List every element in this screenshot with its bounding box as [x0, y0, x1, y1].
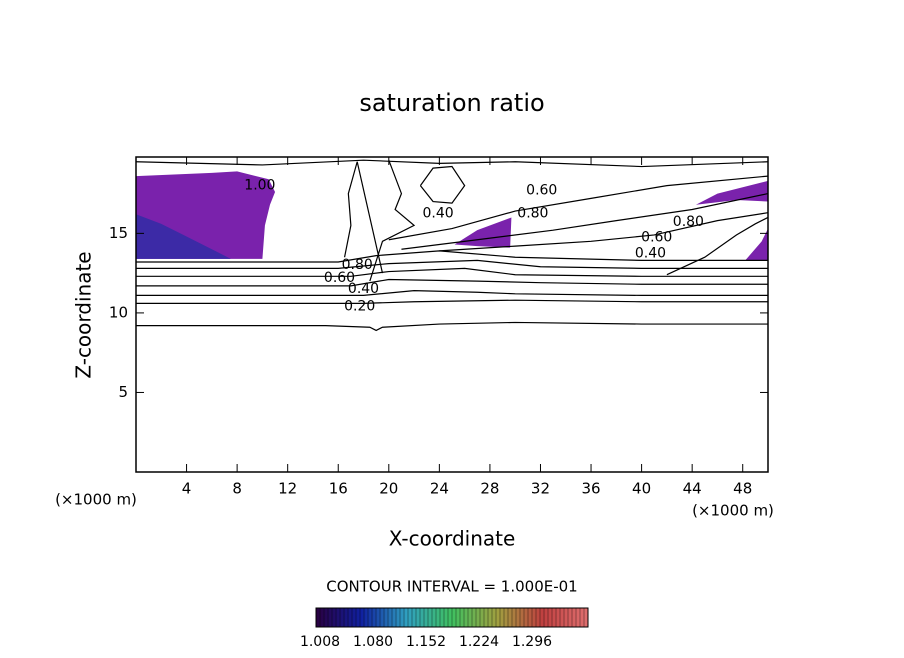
colorbar	[315, 607, 589, 628]
contour-region	[695, 180, 768, 205]
contour-line	[388, 175, 769, 241]
contour-line	[136, 278, 768, 287]
contour-region	[454, 217, 512, 248]
y-tick-label: 5	[118, 383, 128, 401]
contour-label: 0.60	[641, 229, 672, 245]
contour-line	[401, 193, 769, 250]
contour-label: 0.60	[526, 182, 557, 198]
colorbar-tick-label: 1.080	[353, 634, 393, 650]
contour-region	[136, 214, 231, 259]
x-tick-label: 8	[232, 480, 242, 498]
x-tick-label: 20	[379, 480, 398, 498]
x-unit-label: (×1000 m)	[692, 502, 774, 520]
x-tick-label: 16	[329, 480, 348, 498]
x-tick-label: 4	[182, 480, 192, 498]
contour-line	[136, 321, 768, 332]
y-unit-label: (×1000 m)	[55, 491, 137, 509]
contour-line	[439, 212, 769, 252]
contour-label: 0.80	[517, 205, 548, 221]
x-tick-label: 32	[531, 480, 550, 498]
contour-line	[135, 159, 769, 168]
plot-frame	[135, 156, 769, 473]
contour-line	[136, 299, 768, 304]
contour-label: 0.60	[324, 270, 355, 286]
contour-line	[136, 250, 768, 263]
contour-region	[745, 228, 768, 261]
x-tick-label: 36	[581, 480, 600, 498]
x-tick-label: 24	[430, 480, 449, 498]
colorbar-tick-label: 1.296	[512, 634, 552, 650]
contour-label: 0.80	[673, 214, 704, 230]
contour-line	[666, 216, 769, 276]
contour-label: 0.40	[348, 281, 379, 297]
contour-line	[136, 290, 768, 297]
contour-line	[343, 161, 384, 274]
contour-label: 0.40	[423, 205, 454, 221]
y-tick-label: 10	[109, 303, 128, 321]
colorbar-tick-label: 1.008	[300, 634, 340, 650]
contour-label: 1.00	[244, 178, 275, 194]
x-tick-label: 48	[733, 480, 752, 498]
chart-title: saturation ratio	[359, 89, 544, 117]
contour-line	[136, 259, 768, 269]
y-tick-label: 15	[109, 224, 128, 242]
colorbar-tick-label: 1.224	[459, 634, 499, 650]
contour-line	[419, 165, 466, 204]
contour-label: 0.40	[635, 245, 666, 261]
contour-interval: CONTOUR INTERVAL = 1.000E-01	[326, 578, 577, 596]
y-axis-label: Z-coordinate	[72, 251, 96, 378]
x-tick-label: 44	[683, 480, 702, 498]
x-axis-label: X-coordinate	[389, 527, 516, 551]
contour-label: 0.20	[344, 299, 375, 315]
contour-line	[369, 159, 416, 282]
contour-label: 0.80	[342, 257, 373, 273]
colorbar-tick-label: 1.152	[406, 634, 446, 650]
x-tick-label: 40	[632, 480, 651, 498]
x-tick-label: 28	[480, 480, 499, 498]
contour-line	[136, 267, 768, 277]
x-tick-label: 12	[278, 480, 297, 498]
